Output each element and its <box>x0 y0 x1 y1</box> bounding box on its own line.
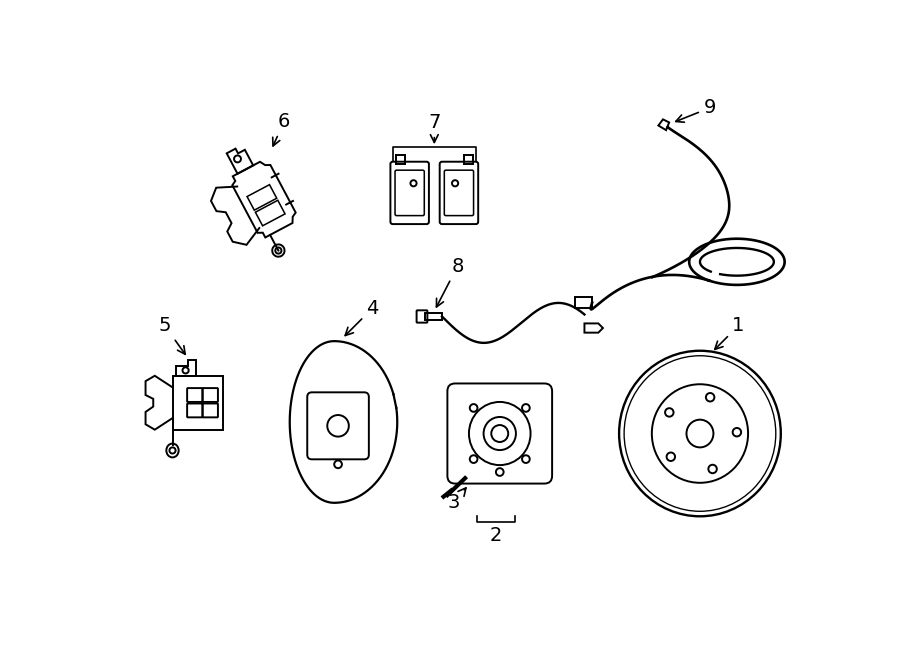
Text: 9: 9 <box>676 98 716 122</box>
Text: 2: 2 <box>490 526 502 545</box>
Text: 6: 6 <box>273 112 291 146</box>
Text: 1: 1 <box>715 316 744 350</box>
Text: 8: 8 <box>436 257 464 307</box>
Text: 3: 3 <box>447 488 466 512</box>
Text: 7: 7 <box>428 113 440 142</box>
Text: 4: 4 <box>346 299 379 336</box>
Text: 5: 5 <box>158 316 185 354</box>
